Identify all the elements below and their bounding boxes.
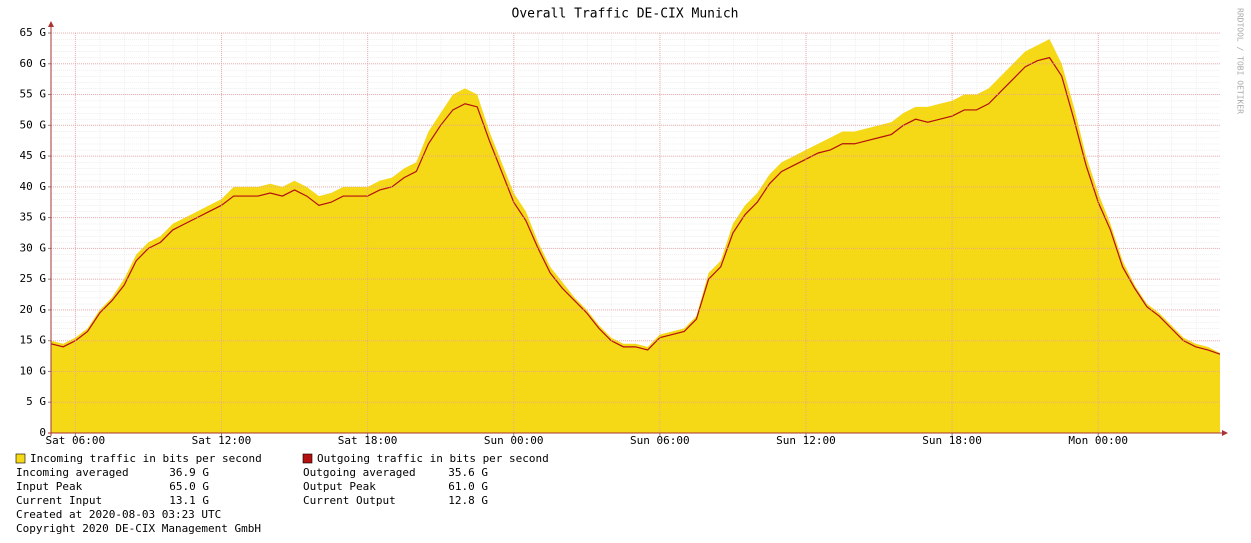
y-tick-label: 5 G bbox=[26, 395, 46, 408]
stat-value: 12.8 G bbox=[448, 494, 488, 507]
x-tick-label: Mon 00:00 bbox=[1068, 434, 1128, 447]
x-tick-label: Sun 12:00 bbox=[776, 434, 836, 447]
axis-arrow bbox=[48, 21, 54, 27]
x-tick-label: Sun 00:00 bbox=[484, 434, 544, 447]
stat-label: Current Input bbox=[16, 494, 102, 507]
axis-arrow bbox=[1222, 430, 1228, 436]
line bbox=[50, 56, 1221, 355]
stat-label: Input Peak bbox=[16, 480, 83, 493]
x-tick-label: Sat 18:00 bbox=[338, 434, 398, 447]
chart-title: Overall Traffic DE-CIX Munich bbox=[512, 7, 739, 22]
x-tick-label: Sat 06:00 bbox=[46, 434, 106, 447]
stat-value: 35.6 G bbox=[448, 466, 488, 479]
y-tick-label: 15 G bbox=[20, 334, 47, 347]
y-tick-label: 0 bbox=[39, 426, 46, 439]
y-tick-label: 65 G bbox=[20, 26, 47, 39]
legend-swatch bbox=[15, 453, 26, 464]
y-tick-label: 20 G bbox=[20, 303, 47, 316]
y-tick-label: 60 G bbox=[20, 57, 47, 70]
stat-value: 36.9 G bbox=[169, 466, 209, 479]
area bbox=[51, 39, 1220, 434]
stat-value: 61.0 G bbox=[448, 480, 488, 493]
watermark: RRDTOOL / TOBI OETIKER bbox=[1236, 8, 1245, 114]
legend-label: Outgoing traffic in bits per second bbox=[317, 452, 549, 465]
stat-value: 13.1 G bbox=[169, 494, 209, 507]
y-tick-label: 35 G bbox=[20, 211, 47, 224]
legend-swatch bbox=[302, 453, 313, 464]
stat-value: 65.0 G bbox=[169, 480, 209, 493]
copyright: Copyright 2020 DE-CIX Management GmbH bbox=[16, 522, 261, 535]
y-tick-label: 40 G bbox=[20, 180, 47, 193]
y-tick-label: 50 G bbox=[20, 118, 47, 131]
y-tick-label: 30 G bbox=[20, 241, 47, 254]
stat-label: Output Peak bbox=[303, 480, 376, 493]
created: Created at 2020-08-03 03:23 UTC bbox=[16, 508, 221, 521]
stat-label: Current Output bbox=[303, 494, 396, 507]
legend-label: Incoming traffic in bits per second bbox=[30, 452, 262, 465]
legend: Incoming traffic in bits per second Outgo… bbox=[15, 452, 549, 507]
x-tick-label: Sat 12:00 bbox=[192, 434, 252, 447]
y-tick-label: 45 G bbox=[20, 149, 47, 162]
x-tick-label: Sun 18:00 bbox=[922, 434, 982, 447]
y-tick-label: 10 G bbox=[20, 364, 47, 377]
x-tick-label: Sun 06:00 bbox=[630, 434, 690, 447]
y-tick-label: 55 G bbox=[20, 88, 47, 101]
y-tick-label: 25 G bbox=[20, 272, 47, 285]
stat-label: Outgoing averaged bbox=[303, 466, 416, 479]
stat-label: Incoming averaged bbox=[16, 466, 129, 479]
